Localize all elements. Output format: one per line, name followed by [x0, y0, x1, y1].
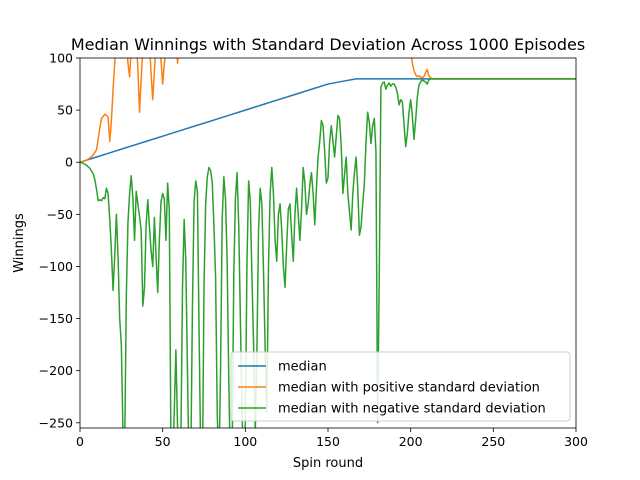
x-tick-label: 100	[233, 434, 257, 449]
x-axis-ticks: 0 50 100 150 200 250 300	[76, 428, 588, 449]
legend-items: median median with positive standard devi…	[238, 360, 546, 417]
y-tick-label: −150	[39, 311, 73, 326]
x-axis-label: Spin round	[293, 456, 363, 471]
y-tick-label: −200	[39, 363, 73, 378]
y-tick-label: −250	[39, 415, 73, 430]
y-tick-label: −100	[39, 259, 73, 274]
series-line-2	[80, 78, 576, 428]
x-tick-label: 150	[316, 434, 340, 449]
y-tick-label: −50	[47, 207, 73, 222]
legend-label: median with positive standard deviation	[278, 381, 540, 396]
series-layer	[80, 58, 576, 428]
y-axis-ticks: 100 50 0 −50 −100 −150 −200 −250	[39, 51, 80, 430]
y-axis-label: Winnings	[12, 213, 27, 273]
y-tick-label: 50	[57, 103, 73, 118]
legend-label: median with negative standard deviation	[278, 402, 546, 417]
x-tick-label: 250	[481, 434, 505, 449]
legend: median median with positive standard devi…	[230, 351, 571, 422]
chart-title: Median Winnings with Standard Deviation …	[71, 35, 585, 54]
x-tick-label: 200	[399, 434, 423, 449]
y-tick-label: 100	[49, 51, 73, 66]
x-tick-label: 50	[155, 434, 171, 449]
series-line-0	[80, 78, 576, 163]
y-tick-label: 0	[65, 155, 73, 170]
legend-box	[230, 351, 571, 422]
x-tick-label: 0	[76, 434, 84, 449]
x-tick-label: 300	[564, 434, 588, 449]
legend-label: median	[278, 360, 327, 375]
